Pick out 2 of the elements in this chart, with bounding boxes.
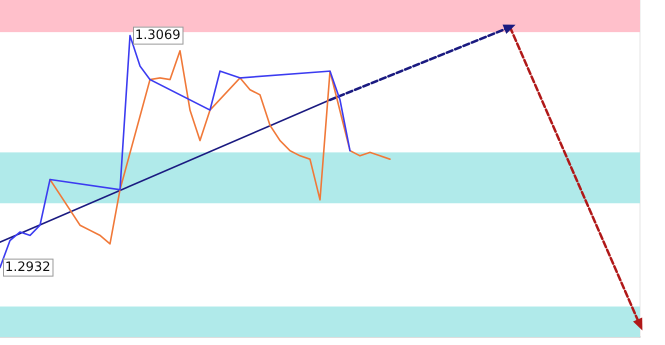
- data-label: 1.3069: [135, 28, 180, 43]
- data-label: 1.2932: [5, 260, 50, 275]
